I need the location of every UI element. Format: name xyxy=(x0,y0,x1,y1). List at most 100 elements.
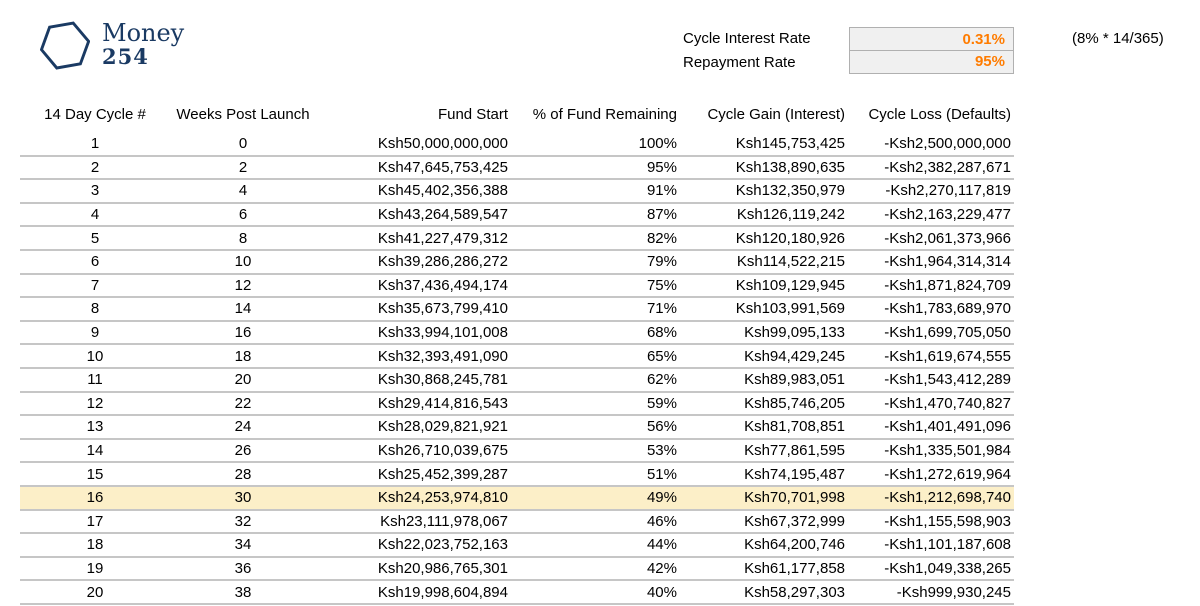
cell[interactable]: 79% xyxy=(646,253,677,271)
cell[interactable]: 8 xyxy=(90,300,100,318)
cell[interactable]: -Ksh999,930,245 xyxy=(896,583,1011,601)
cell[interactable]: -Ksh1,401,491,096 xyxy=(884,418,1011,436)
cell[interactable]: Ksh29,414,816,543 xyxy=(377,394,508,412)
cell[interactable]: Ksh58,297,303 xyxy=(744,583,845,601)
cell[interactable]: Ksh120,180,926 xyxy=(735,229,845,247)
cell[interactable]: 20 xyxy=(86,583,104,601)
cell[interactable]: 59% xyxy=(646,394,677,412)
cell[interactable]: 46% xyxy=(646,512,677,530)
table-row[interactable]: 6 10 Ksh39,286,286,272 79% Ksh114,522,215 -Ks… xyxy=(20,251,1014,275)
cell[interactable]: -Ksh1,543,412,289 xyxy=(884,371,1011,389)
cell[interactable]: Ksh32,393,491,090 xyxy=(377,347,508,365)
cell[interactable]: 87% xyxy=(646,206,677,224)
table-row[interactable]: 19 36 Ksh20,986,765,301 42% Ksh61,177,858 -Ks… xyxy=(20,558,1014,582)
cell[interactable]: -Ksh2,061,373,966 xyxy=(884,229,1011,247)
cell[interactable]: 12 xyxy=(86,394,104,412)
cell[interactable]: 44% xyxy=(646,536,677,554)
cell[interactable]: Ksh30,868,245,781 xyxy=(377,371,508,389)
cell[interactable]: Ksh81,708,851 xyxy=(744,418,845,436)
cell[interactable]: Ksh74,195,487 xyxy=(744,465,845,483)
cell[interactable]: -Ksh2,382,287,671 xyxy=(884,158,1011,176)
cell[interactable]: 16 xyxy=(86,489,104,507)
cell[interactable]: Ksh77,861,595 xyxy=(744,442,845,460)
cell[interactable]: 18 xyxy=(86,536,104,554)
table-row[interactable]: 7 12 Ksh37,436,494,174 75% Ksh109,129,945 -Ks… xyxy=(20,275,1014,299)
cell[interactable]: 14 xyxy=(234,300,252,318)
table-row[interactable]: 8 14 Ksh35,673,799,410 71% Ksh103,991,569 -Ks… xyxy=(20,298,1014,322)
cell[interactable]: 95% xyxy=(646,158,677,176)
cell[interactable]: Ksh50,000,000,000 xyxy=(377,135,508,153)
table-row[interactable]: 11 20 Ksh30,868,245,781 62% Ksh89,983,051 -Ks… xyxy=(20,369,1014,393)
cell[interactable]: 19 xyxy=(86,559,104,577)
cell[interactable]: 30 xyxy=(234,489,252,507)
table-row[interactable]: 12 22 Ksh29,414,816,543 59% Ksh85,746,205 -Ks… xyxy=(20,393,1014,417)
table-row[interactable]: 17 32 Ksh23,111,978,067 46% Ksh67,372,999 -Ks… xyxy=(20,511,1014,535)
cell[interactable]: Ksh35,673,799,410 xyxy=(377,300,508,318)
cell[interactable]: Ksh61,177,858 xyxy=(744,559,845,577)
cell[interactable]: 53% xyxy=(646,442,677,460)
cell[interactable]: 62% xyxy=(646,371,677,389)
cell[interactable]: 100% xyxy=(638,135,677,153)
cell[interactable]: 15 xyxy=(86,465,104,483)
cell[interactable]: 10 xyxy=(234,253,252,271)
cell[interactable]: -Ksh1,619,674,555 xyxy=(884,347,1011,365)
cell[interactable]: -Ksh1,783,689,970 xyxy=(884,300,1011,318)
cell[interactable]: Ksh23,111,978,067 xyxy=(380,512,508,530)
cell[interactable]: -Ksh2,270,117,819 xyxy=(885,182,1011,200)
cell[interactable]: -Ksh1,155,598,903 xyxy=(884,512,1011,530)
cell[interactable]: 49% xyxy=(646,489,677,507)
table-row[interactable]: 18 34 Ksh22,023,752,163 44% Ksh64,200,746 -Ks… xyxy=(20,534,1014,558)
column-header[interactable]: Fund Start xyxy=(437,106,508,123)
cell[interactable]: 91% xyxy=(646,182,677,200)
cell[interactable]: Ksh94,429,245 xyxy=(744,347,845,365)
cell[interactable]: 9 xyxy=(90,324,100,342)
cell[interactable]: 11 xyxy=(87,371,103,389)
cell[interactable]: Ksh43,264,589,547 xyxy=(377,206,508,224)
cell[interactable]: 40% xyxy=(646,583,677,601)
cell[interactable]: 17 xyxy=(86,512,104,530)
cell[interactable]: -Ksh1,335,501,984 xyxy=(884,442,1011,460)
cell[interactable]: 20 xyxy=(234,371,252,389)
cell[interactable]: Ksh85,746,205 xyxy=(744,394,845,412)
cell[interactable]: 51% xyxy=(646,465,677,483)
cell[interactable]: Ksh145,753,425 xyxy=(735,135,845,153)
cell[interactable]: 14 xyxy=(86,442,104,460)
cell[interactable]: Ksh20,986,765,301 xyxy=(377,559,508,577)
cell[interactable]: 4 xyxy=(238,182,248,200)
cell[interactable]: Ksh28,029,821,921 xyxy=(377,418,508,436)
cell[interactable]: -Ksh1,212,698,740 xyxy=(884,489,1011,507)
cell[interactable]: 13 xyxy=(86,418,104,436)
cell[interactable]: Ksh64,200,746 xyxy=(744,536,845,554)
table-row[interactable]: 15 28 Ksh25,452,399,287 51% Ksh74,195,487 -Ks… xyxy=(20,463,1014,487)
cell[interactable]: 38 xyxy=(234,583,252,601)
repayment-rate-value[interactable]: 95% xyxy=(974,53,1005,70)
cell[interactable]: -Ksh2,500,000,000 xyxy=(884,135,1011,153)
cell[interactable]: 0 xyxy=(238,135,248,153)
cell[interactable]: -Ksh1,470,740,827 xyxy=(884,394,1011,412)
cell[interactable]: 6 xyxy=(238,206,248,224)
cell[interactable]: Ksh33,994,101,008 xyxy=(377,324,508,342)
cell[interactable]: 71% xyxy=(646,300,677,318)
cell[interactable]: -Ksh1,871,824,709 xyxy=(884,276,1011,294)
cell[interactable]: 56% xyxy=(646,418,677,436)
cell[interactable]: Ksh138,890,635 xyxy=(735,158,845,176)
cell[interactable]: Ksh22,023,752,163 xyxy=(377,536,508,554)
cell[interactable]: Ksh103,991,569 xyxy=(735,300,845,318)
cell[interactable]: 16 xyxy=(234,324,252,342)
table-row[interactable]: 14 26 Ksh26,710,039,675 53% Ksh77,861,595 -Ks… xyxy=(20,440,1014,464)
cell[interactable]: -Ksh1,049,338,265 xyxy=(884,559,1011,577)
cell[interactable]: 82% xyxy=(646,229,677,247)
cell[interactable]: Ksh37,436,494,174 xyxy=(377,276,508,294)
cell[interactable]: 12 xyxy=(234,276,252,294)
cell[interactable]: 32 xyxy=(234,512,252,530)
cell[interactable]: 68% xyxy=(646,324,677,342)
cell[interactable]: Ksh39,286,286,272 xyxy=(377,253,508,271)
table-row[interactable]: 5 8 Ksh41,227,479,312 82% Ksh120,180,926 -Ksh… xyxy=(20,227,1014,251)
cell[interactable]: -Ksh1,964,314,314 xyxy=(884,253,1011,271)
cell[interactable]: -Ksh2,163,229,477 xyxy=(884,206,1011,224)
table-row[interactable]: 2 2 Ksh47,645,753,425 95% Ksh138,890,635 -Ksh… xyxy=(20,157,1014,181)
cell[interactable]: 4 xyxy=(90,206,100,224)
cell[interactable]: 2 xyxy=(90,158,100,176)
cell[interactable]: Ksh70,701,998 xyxy=(744,489,845,507)
cycle-interest-rate-value[interactable]: 0.31% xyxy=(850,28,1013,51)
